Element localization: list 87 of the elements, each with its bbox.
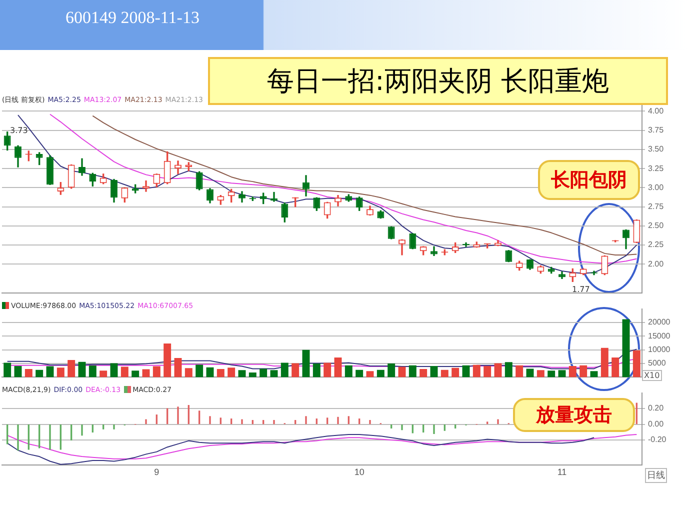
- y-tick-label: 5000: [648, 358, 666, 368]
- candlestick: [142, 180, 150, 192]
- y-tick-label: 3.00: [648, 182, 664, 192]
- bar: [420, 368, 428, 378]
- bar: [132, 370, 140, 378]
- bar: [174, 358, 182, 378]
- y-tick-label: 0.00: [648, 419, 664, 428]
- bar: [206, 367, 214, 378]
- bar: [280, 362, 288, 378]
- bar: [248, 372, 256, 378]
- bar: [558, 370, 566, 378]
- y-tick-label: 2.00: [648, 259, 664, 268]
- bar: [494, 363, 502, 378]
- bar: [580, 365, 588, 378]
- text: 日线: [645, 468, 667, 483]
- bar: [14, 366, 22, 378]
- bar: [24, 368, 32, 378]
- bar: [504, 362, 512, 378]
- bar: [632, 350, 640, 378]
- bar: [216, 368, 224, 378]
- bar: [78, 362, 86, 378]
- bar: [344, 365, 352, 378]
- bar: [376, 370, 384, 378]
- bar: [600, 348, 608, 378]
- y-tick-label: 20000: [648, 318, 671, 327]
- bar: [184, 368, 192, 378]
- bar: [590, 371, 598, 378]
- bar: [68, 360, 76, 378]
- y-tick-label: 2.50: [648, 221, 664, 230]
- y-tick-label: 3.75: [648, 126, 664, 135]
- bar: [56, 368, 64, 378]
- bar: [622, 319, 630, 378]
- bar: [46, 366, 54, 378]
- bar: [260, 368, 268, 378]
- bar: [100, 370, 108, 378]
- y-tick-label: 3.50: [648, 144, 664, 154]
- bar: [440, 370, 448, 378]
- bar: [312, 364, 320, 378]
- bar: [548, 370, 556, 378]
- bar: [324, 362, 332, 378]
- bar: [356, 370, 364, 378]
- bar: [36, 370, 44, 378]
- x-tick-label: 11: [557, 467, 567, 478]
- bar: [366, 371, 374, 378]
- bar: [110, 363, 118, 378]
- bar: [196, 364, 204, 378]
- y-tick-label: 0.20: [648, 404, 664, 413]
- y-tick-label: 3.25: [648, 164, 664, 173]
- bar: [430, 366, 438, 378]
- bar: [302, 350, 310, 378]
- bar: [228, 368, 236, 378]
- bar: [462, 365, 470, 378]
- y-tick-label: 10000: [648, 345, 671, 354]
- y-tick-label: 4.00: [648, 106, 664, 116]
- bar: [398, 366, 406, 378]
- bar: [88, 365, 96, 378]
- annotation: 放量攻击: [513, 398, 635, 432]
- bar: [4, 362, 12, 378]
- bar: [526, 368, 534, 378]
- bar: [408, 365, 416, 378]
- chart-title: 600149 2008-11-13: [64, 8, 200, 28]
- y-tick-label: -0.20: [648, 435, 667, 444]
- bar: [270, 370, 278, 378]
- bar: [568, 366, 576, 378]
- y-tick-label: 2.75: [648, 202, 664, 211]
- x-tick-label: 10: [354, 467, 364, 478]
- y-tick-label: 15000: [648, 331, 671, 340]
- bar: [536, 370, 544, 378]
- bar: [472, 364, 480, 378]
- bar: [120, 366, 128, 378]
- bar: [516, 365, 524, 378]
- bar: [238, 370, 246, 378]
- bar: [388, 364, 396, 378]
- text: X10: [642, 370, 662, 381]
- bar: [292, 363, 300, 378]
- annotation: 长阳包阴: [538, 160, 640, 200]
- bar: [452, 368, 460, 378]
- candlestick: [462, 242, 470, 247]
- annotation: 1.77: [572, 285, 590, 294]
- x-tick-label: 9: [154, 467, 160, 478]
- bar: [164, 344, 172, 378]
- y-tick-label: 2.25: [648, 240, 664, 250]
- bar: [152, 366, 160, 378]
- annotation: 3.73: [10, 126, 28, 135]
- bar: [612, 358, 620, 378]
- bar: [484, 366, 492, 378]
- bar: [334, 358, 342, 378]
